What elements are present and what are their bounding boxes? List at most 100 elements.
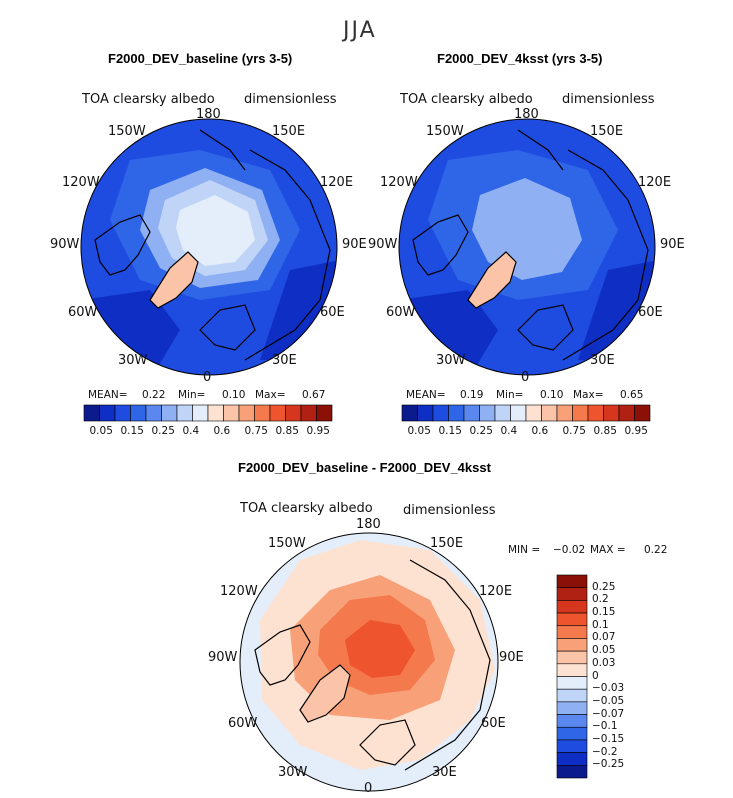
panel2-colorbar xyxy=(401,404,651,422)
panel2-min-label: Min= xyxy=(496,389,524,401)
panel1-mean-value: 0.22 xyxy=(142,389,166,401)
panel1-max-value: 0.67 xyxy=(302,389,326,401)
panel3-max-value: 0.22 xyxy=(644,544,668,556)
panel3-variable: TOA clearsky albedo xyxy=(240,501,373,516)
lon-label: 90W xyxy=(50,237,80,252)
panel3-greenland xyxy=(299,664,351,723)
colorbar-swatch xyxy=(556,404,573,422)
lon-label: 30W xyxy=(118,353,148,368)
colorbar-tick-label: −0.25 xyxy=(592,758,625,771)
colorbar-swatch xyxy=(130,404,147,422)
colorbar-swatch xyxy=(238,404,255,422)
panel1-min-label: Min= xyxy=(178,389,206,401)
colorbar-swatch xyxy=(556,650,588,665)
colorbar-tick-label: 0.25 xyxy=(469,425,493,437)
colorbar-swatch xyxy=(556,625,588,639)
colorbar-swatch xyxy=(161,404,178,422)
lon-label: 60E xyxy=(320,305,345,320)
colorbar-tick-label: −0.15 xyxy=(592,732,625,745)
panel2-variable: TOA clearsky albedo xyxy=(400,92,533,107)
colorbar-swatch xyxy=(494,404,511,422)
lon-label: 150W xyxy=(268,536,306,551)
panel1-coast-america xyxy=(94,214,151,276)
colorbar-tick-label: 0.25 xyxy=(151,425,175,437)
panel3-coast-scand xyxy=(359,719,416,766)
lon-label: 120W xyxy=(62,175,100,190)
panel2-units: dimensionless xyxy=(562,92,655,107)
colorbar-swatch xyxy=(556,726,588,741)
colorbar-tick-label: 0.6 xyxy=(213,425,231,437)
colorbar-swatch xyxy=(572,404,589,422)
season-title: JJA xyxy=(343,18,377,43)
colorbar-tick-label: 0.1 xyxy=(592,618,609,631)
colorbar-swatch xyxy=(300,404,317,422)
colorbar-tick-label: 0.6 xyxy=(531,425,549,437)
colorbar-swatch xyxy=(556,701,588,715)
colorbar-swatch xyxy=(176,404,193,422)
colorbar-swatch xyxy=(556,765,588,779)
colorbar-swatch xyxy=(145,404,162,422)
lon-label: 60W xyxy=(228,716,258,731)
panel3-max-label: MAX = xyxy=(590,544,626,556)
panel2-lightblue xyxy=(472,178,582,280)
lon-label: 180 xyxy=(514,107,539,122)
colorbar-tick-label: 0.05 xyxy=(592,644,616,657)
panel3-coast-eurasia xyxy=(404,559,491,771)
colorbar-tick-label: −0.07 xyxy=(592,707,625,720)
panel1-title: F2000_DEV_baseline (yrs 3-5) xyxy=(108,51,293,66)
panel2-min-value: 0.10 xyxy=(540,389,564,401)
panel1-greenland xyxy=(149,251,199,309)
colorbar-tick-label: 0.05 xyxy=(89,425,113,437)
panel2-coast-scand xyxy=(517,304,574,351)
colorbar-swatch xyxy=(207,404,224,422)
colorbar-tick-label: 0.75 xyxy=(562,425,586,437)
colorbar-swatch xyxy=(448,404,465,422)
lon-label: 120E xyxy=(479,584,513,599)
colorbar-swatch xyxy=(556,663,588,677)
panel2-coast-america xyxy=(412,214,469,276)
colorbar-tick-label: 0.15 xyxy=(438,425,462,437)
panel3-coast-america xyxy=(254,624,311,686)
panel2-mean-label: MEAN= xyxy=(406,389,446,401)
panel2-coast-eurasia xyxy=(562,149,649,361)
lon-label: 150E xyxy=(272,124,306,139)
lon-label: 150E xyxy=(590,124,624,139)
colorbar-tick-label: −0.1 xyxy=(592,720,618,733)
lon-label: 30E xyxy=(432,765,457,780)
panel1-mean-label: MEAN= xyxy=(88,389,128,401)
colorbar-tick-label: 0.15 xyxy=(592,606,616,619)
panel1-colorbar xyxy=(83,404,333,422)
colorbar-tick-label: 0.85 xyxy=(275,425,299,437)
panel2-max-label: Max= xyxy=(573,389,604,401)
lon-label: 30E xyxy=(590,353,615,368)
colorbar-swatch xyxy=(417,404,434,422)
panel2-title: F2000_DEV_4ksst (yrs 3-5) xyxy=(437,51,603,66)
colorbar-swatch xyxy=(401,404,418,422)
colorbar-tick-label: 0.2 xyxy=(592,593,609,606)
colorbar-tick-label: 0.25 xyxy=(592,580,616,593)
colorbar-swatch xyxy=(223,404,240,422)
lon-label: 60E xyxy=(481,716,506,731)
colorbar-swatch xyxy=(556,587,588,601)
colorbar-swatch xyxy=(587,404,604,422)
lon-label: 60E xyxy=(638,305,663,320)
lon-label: 90E xyxy=(660,237,685,252)
colorbar-swatch xyxy=(316,404,333,422)
colorbar-swatch xyxy=(556,600,588,614)
colorbar-swatch xyxy=(285,404,302,422)
colorbar-swatch xyxy=(463,404,480,422)
colorbar-swatch xyxy=(556,688,588,703)
lon-label: 120W xyxy=(380,175,418,190)
colorbar-swatch xyxy=(618,404,635,422)
lon-label: 0 xyxy=(521,370,530,385)
lon-label: 30E xyxy=(272,353,297,368)
colorbar-tick-label: 0.4 xyxy=(182,425,200,437)
colorbar-swatch xyxy=(556,612,588,627)
lon-label: 180 xyxy=(196,107,221,122)
colorbar-swatch xyxy=(556,739,588,753)
lon-label: 0 xyxy=(364,781,373,796)
colorbar-swatch xyxy=(432,404,449,422)
colorbar-swatch xyxy=(556,714,588,728)
panel2-max-value: 0.65 xyxy=(620,389,644,401)
